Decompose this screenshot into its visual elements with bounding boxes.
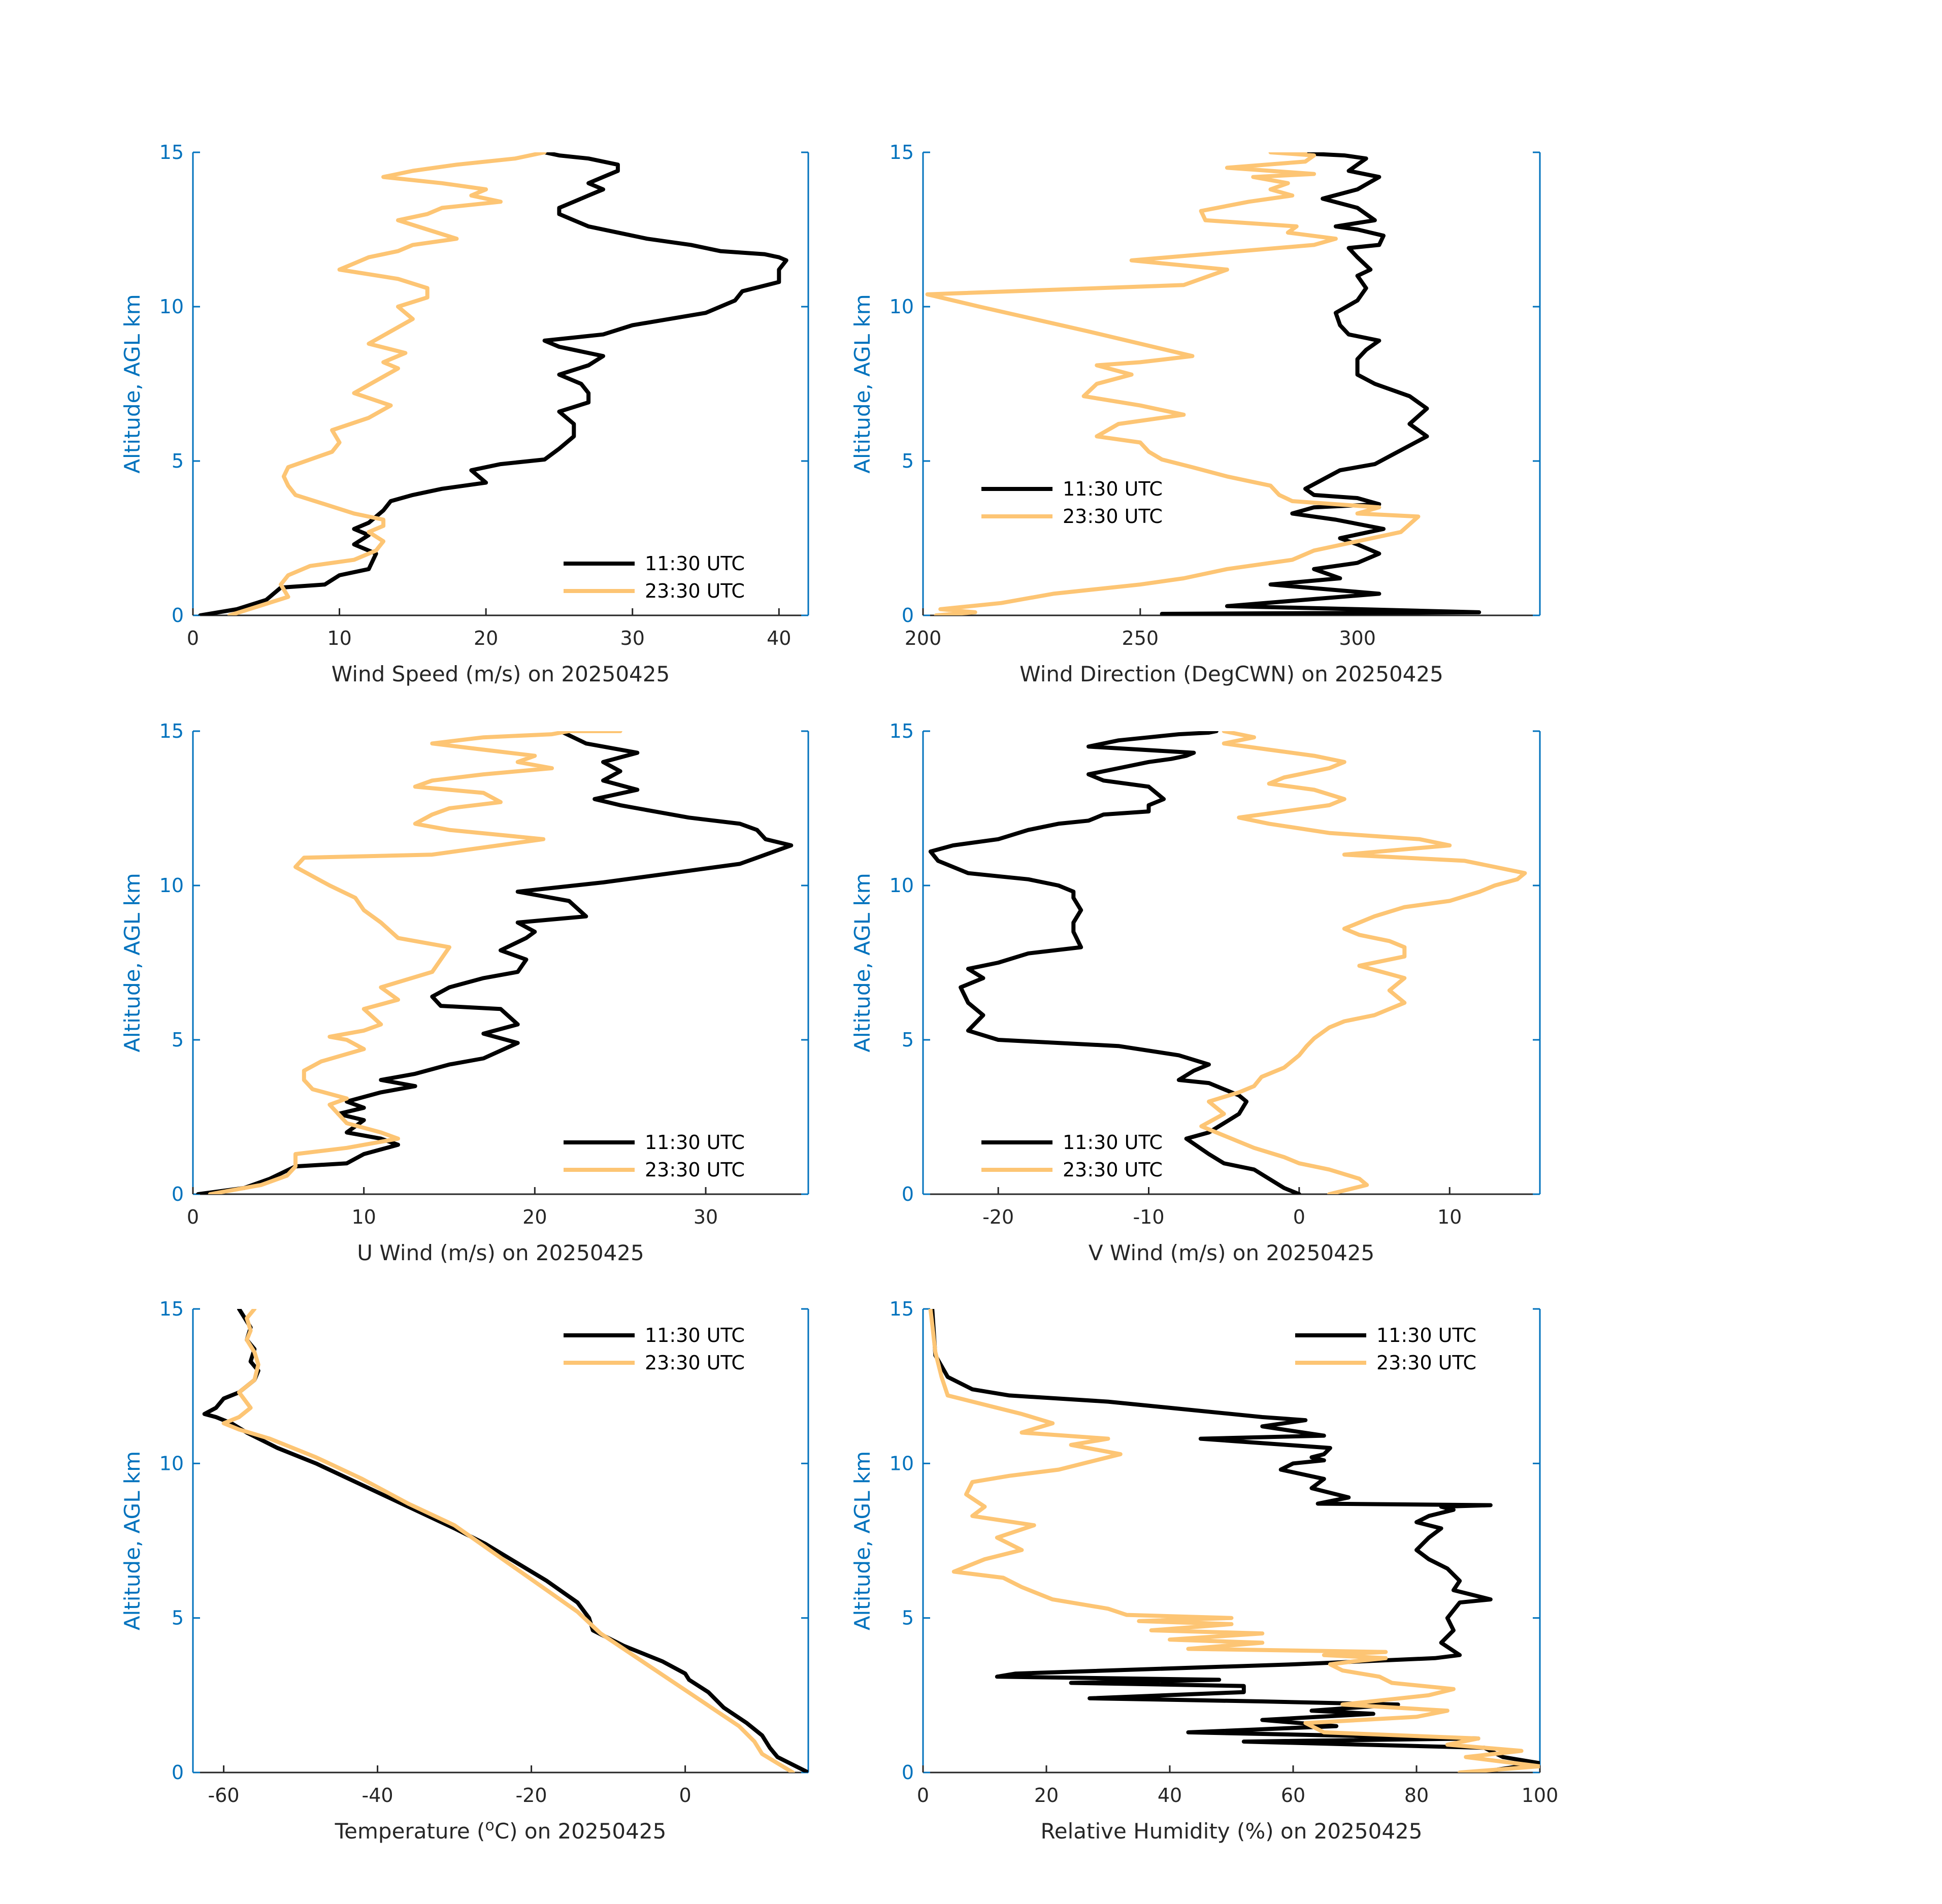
y-tick-label: 15 <box>890 1298 914 1320</box>
y-tick-label: 5 <box>902 1029 914 1051</box>
y-tick-label: 15 <box>890 720 914 742</box>
y-tick-label: 5 <box>902 1607 914 1629</box>
x-tick-label: 0 <box>679 1784 692 1807</box>
x-tick-label: -20 <box>516 1784 547 1807</box>
x-tick-label: 100 <box>1522 1784 1559 1807</box>
legend-label: 23:30 UTC <box>1063 1159 1163 1181</box>
x-axis-label: Temperature (oC) on 20250425 <box>335 1817 667 1844</box>
panel-wind-direction: 0 5 10 15 200 250 300 Altitude, AGL km Wind Dire… <box>850 141 1541 686</box>
x-tick-label: 0 <box>1293 1206 1305 1228</box>
legend-label: 11:30 UTC <box>1063 478 1163 500</box>
x-tick-label: -40 <box>362 1784 393 1807</box>
y-tick-label: 10 <box>890 874 914 897</box>
legend-label: 11:30 UTC <box>645 1324 745 1347</box>
y-tick-label: 10 <box>159 874 184 897</box>
x-tick-label: 30 <box>694 1206 718 1228</box>
x-tick-label: 10 <box>327 627 351 649</box>
series-line-night <box>928 731 1301 1194</box>
legend-label: 23:30 UTC <box>645 1352 745 1374</box>
x-tick-label: 10 <box>351 1206 376 1228</box>
panel-wind-speed: 0 5 10 15 0 10 20 30 40 Altitude, AGL km Wind Spee… <box>120 141 809 686</box>
legend-label: 23:30 UTC <box>645 1159 745 1181</box>
y-axis-label: Altitude, AGL km <box>120 873 145 1052</box>
y-tick-label: 15 <box>159 141 184 163</box>
x-axis-label: V Wind (m/s) on 20250425 <box>1089 1240 1375 1265</box>
legend-label: 23:30 UTC <box>645 580 745 602</box>
y-tick-label: 0 <box>902 1183 914 1205</box>
legend: 11:30 UTC 23:30 UTC <box>981 478 1163 528</box>
legend-label: 23:30 UTC <box>1376 1352 1476 1374</box>
y-tick-label: 10 <box>890 296 914 318</box>
y-tick-label: 15 <box>159 1298 184 1320</box>
x-tick-label: 200 <box>905 627 942 649</box>
x-tick-label: 40 <box>1158 1784 1182 1807</box>
legend-label: 11:30 UTC <box>645 552 745 575</box>
legend-label: 11:30 UTC <box>645 1131 745 1154</box>
y-tick-label: 5 <box>172 1029 184 1051</box>
series-line-night <box>930 1309 1540 1772</box>
x-axis-label: Relative Humidity (%) on 20250425 <box>1041 1819 1423 1844</box>
x-tick-label: 300 <box>1339 627 1376 649</box>
x-tick-label: -20 <box>982 1206 1014 1228</box>
y-axis-label: Altitude, AGL km <box>850 294 875 473</box>
y-axis-label: Altitude, AGL km <box>850 1451 875 1630</box>
legend: 11:30 UTC 23:30 UTC <box>564 552 745 602</box>
series-line-day <box>221 1309 795 1772</box>
legend-label: 23:30 UTC <box>1063 505 1163 528</box>
y-tick-label: 0 <box>902 1761 914 1784</box>
x-axis-label: Wind Direction (DegCWN) on 20250425 <box>1019 662 1443 686</box>
series-line-day <box>928 1309 1540 1772</box>
x-tick-label: 20 <box>1034 1784 1059 1807</box>
y-tick-label: 0 <box>172 1761 184 1784</box>
x-tick-label: 80 <box>1404 1784 1429 1807</box>
y-axis-label: Altitude, AGL km <box>120 294 145 473</box>
x-tick-label: 30 <box>620 627 645 649</box>
x-tick-label: 10 <box>1437 1206 1462 1228</box>
x-tick-label: 0 <box>187 1206 199 1228</box>
series-line-night <box>1160 152 1482 615</box>
y-tick-label: 0 <box>172 604 184 627</box>
x-tick-label: -10 <box>1133 1206 1164 1228</box>
legend-label: 11:30 UTC <box>1063 1131 1163 1154</box>
x-axis-label: Wind Speed (m/s) on 20250425 <box>332 662 670 686</box>
legend: 11:30 UTC 23:30 UTC <box>981 1131 1163 1181</box>
y-tick-label: 5 <box>902 450 914 472</box>
y-axis-label: Altitude, AGL km <box>850 873 875 1052</box>
x-tick-label: 20 <box>474 627 498 649</box>
y-tick-label: 10 <box>159 296 184 318</box>
legend: 11:30 UTC 23:30 UTC <box>564 1324 745 1374</box>
legend-label: 11:30 UTC <box>1376 1324 1476 1347</box>
y-tick-label: 0 <box>902 604 914 627</box>
series-line-day <box>925 152 1421 615</box>
x-tick-label: 0 <box>187 627 199 649</box>
y-tick-label: 15 <box>890 141 914 163</box>
y-tick-label: 5 <box>172 1607 184 1629</box>
y-tick-label: 5 <box>172 450 184 472</box>
x-tick-label: -60 <box>208 1784 240 1807</box>
x-tick-label: 20 <box>522 1206 547 1228</box>
series-line-day <box>1199 731 1527 1194</box>
x-tick-label: 40 <box>767 627 791 649</box>
y-tick-label: 15 <box>159 720 184 742</box>
y-axis-label: Altitude, AGL km <box>120 1451 145 1630</box>
y-tick-label: 10 <box>890 1452 914 1474</box>
y-tick-label: 10 <box>159 1452 184 1474</box>
series-line-night <box>198 152 788 615</box>
series-line-day <box>227 152 547 615</box>
panel-u-wind: 0 5 10 15 0 10 20 30 Altitude, AGL km U Wind (m/s… <box>120 720 809 1265</box>
x-tick-label: 250 <box>1122 627 1159 649</box>
series-line-night <box>196 731 794 1194</box>
legend: 11:30 UTC 23:30 UTC <box>1295 1324 1476 1374</box>
legend: 11:30 UTC 23:30 UTC <box>564 1131 745 1181</box>
x-tick-label: 0 <box>917 1784 929 1807</box>
panel-v-wind: 0 5 10 15 -20 -10 0 10 Altitude, AGL km V Wind (m… <box>850 720 1541 1265</box>
y-tick-label: 0 <box>172 1183 184 1205</box>
series-line-day <box>208 731 622 1194</box>
x-axis-label: U Wind (m/s) on 20250425 <box>357 1240 644 1265</box>
panel-temperature: 0 5 10 15 -60 -40 -20 0 Altitude, AGL km Temperat… <box>120 1298 809 1844</box>
panel-relative-humidity: 0 5 10 15 0 20 40 60 80 100 Altitude, AGL km Relati… <box>850 1298 1558 1844</box>
x-tick-label: 60 <box>1281 1784 1305 1807</box>
